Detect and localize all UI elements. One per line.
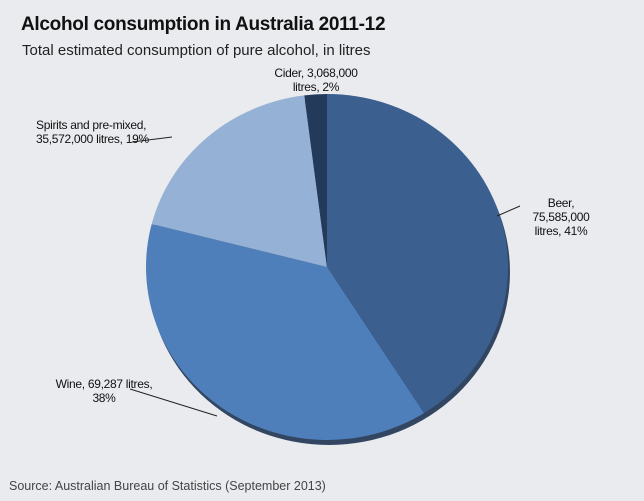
pie-slice-cider <box>304 94 327 267</box>
label-wine-line2: 38% <box>92 391 116 405</box>
data-label-spirits: Spirits and pre-mixed, 35,572,000 litres… <box>36 118 149 146</box>
leader-line-beer <box>496 205 521 217</box>
source-note: Source: Australian Bureau of Statistics … <box>9 479 326 493</box>
leader-line-spirits <box>131 136 173 143</box>
label-spirits-line2: 35,572,000 litres, 19% <box>36 132 149 146</box>
data-label-beer: Beer, 75,585,000 litres, 41% <box>520 196 602 238</box>
pie-slice-beer <box>327 94 509 414</box>
label-spirits-line1: Spirits and pre-mixed, <box>36 118 147 132</box>
label-cider-line2: litres, 2% <box>292 80 340 94</box>
chart-subtitle: Total estimated consumption of pure alco… <box>22 42 371 59</box>
pie-slice-wine <box>146 223 424 441</box>
chart-title: Alcohol consumption in Australia 2011-12 <box>21 14 386 35</box>
leader-line-wine <box>129 388 218 417</box>
label-beer-line1: Beer, 75,585,000 <box>532 196 590 224</box>
label-wine-line1: Wine, 69,287 litres, <box>55 377 153 391</box>
label-beer-line2: litres, 41% <box>534 224 588 238</box>
pie-slice-spirits <box>151 95 327 267</box>
data-label-cider: Cider, 3,068,000 litres, 2% <box>268 66 364 94</box>
data-label-wine: Wine, 69,287 litres, 38% <box>48 377 160 405</box>
label-cider-line1: Cider, 3,068,000 <box>274 66 358 80</box>
